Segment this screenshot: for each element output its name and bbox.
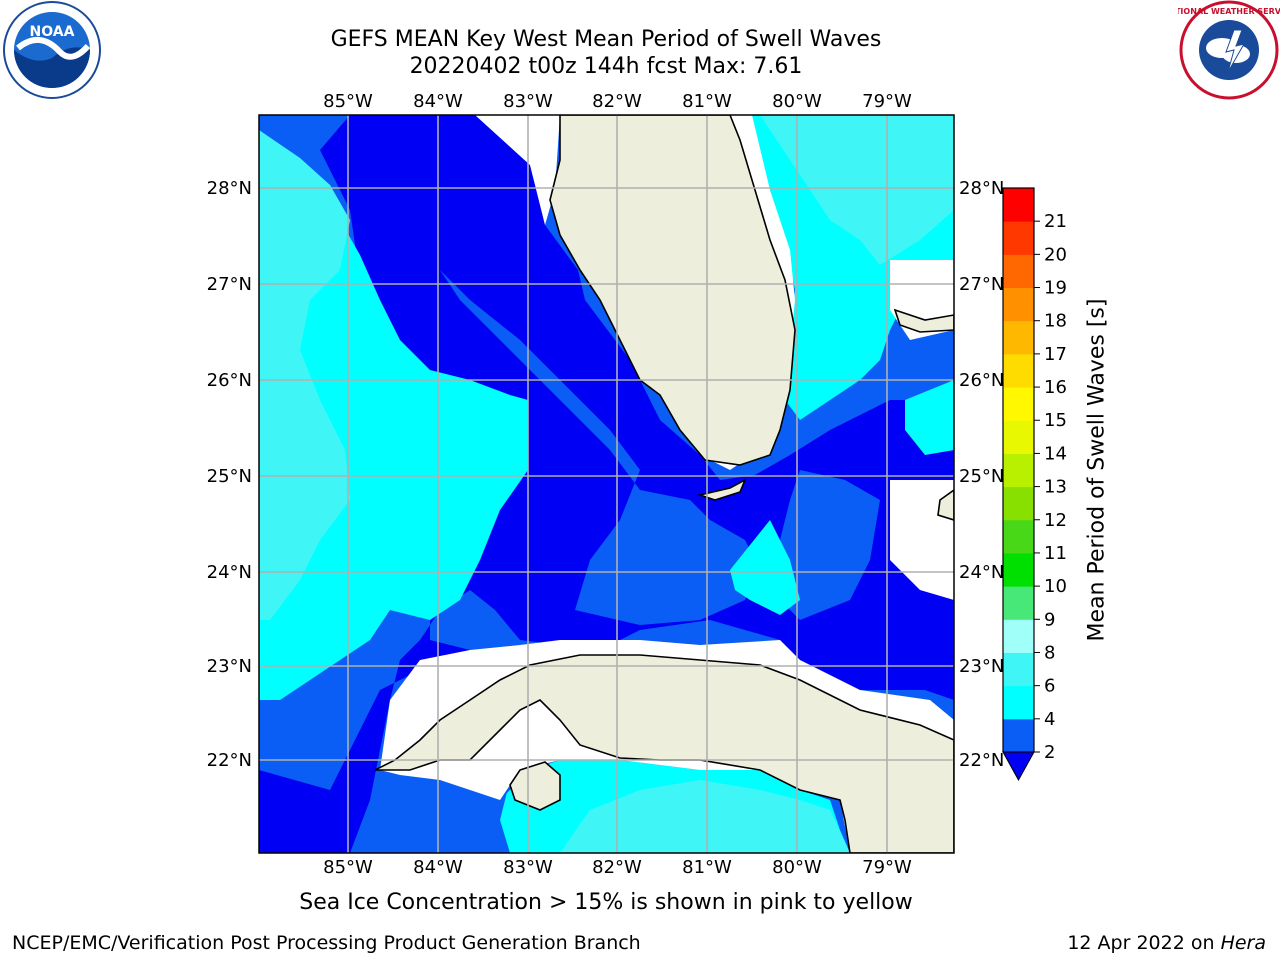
colorbar-segment bbox=[1003, 420, 1034, 454]
colorbar-tick-label: 6 bbox=[1044, 676, 1055, 697]
lat-tick-label: 26°N bbox=[959, 370, 1004, 391]
map-title-line2: 20220402 t00z 144h fcst Max: 7.61 bbox=[409, 54, 803, 79]
footer-date: 12 Apr 2022 on Hera bbox=[1067, 932, 1266, 954]
lon-tick-label: 82°W bbox=[592, 91, 642, 112]
colorbar-segment bbox=[1003, 652, 1034, 687]
no-data-region bbox=[475, 115, 560, 225]
lon-tick-label: 83°W bbox=[503, 91, 553, 112]
map-subtitle: Sea Ice Concentration > 15% is shown in … bbox=[299, 890, 913, 915]
lat-tick-label: 22°N bbox=[207, 750, 252, 771]
colorbar-segment bbox=[1003, 552, 1034, 587]
colorbar-segment bbox=[1003, 453, 1034, 488]
colorbar-segment bbox=[1003, 685, 1034, 720]
colorbar-tick-label: 2 bbox=[1044, 742, 1055, 763]
lat-tick-label: 27°N bbox=[207, 274, 252, 295]
colorbar-segment bbox=[1003, 254, 1034, 289]
lat-tick-label: 27°N bbox=[959, 274, 1004, 295]
lat-tick-label: 28°N bbox=[207, 178, 252, 199]
lon-tick-label: 82°W bbox=[592, 857, 642, 878]
colorbar-tick-label: 10 bbox=[1044, 576, 1067, 597]
colorbar-segment bbox=[1003, 287, 1034, 322]
colorbar-segment bbox=[1003, 221, 1034, 255]
lon-tick-label: 83°W bbox=[503, 857, 553, 878]
field-region-mid bbox=[730, 520, 800, 615]
colorbar-tick-label: 18 bbox=[1044, 311, 1067, 332]
colorbar-label: Mean Period of Swell Waves [s] bbox=[1084, 298, 1110, 642]
isla-de-la-juventud bbox=[509, 761, 561, 811]
noaa-logo: NOAA bbox=[3, 1, 101, 99]
colorbar-tick-label: 20 bbox=[1044, 244, 1067, 265]
noaa-logo-text: NOAA bbox=[30, 24, 75, 40]
colorbar-tick-label: 15 bbox=[1044, 410, 1067, 431]
florida-keys bbox=[697, 478, 747, 501]
colorbar-segment bbox=[1003, 519, 1034, 554]
colorbar-segment bbox=[1003, 387, 1034, 421]
colorbar-under-arrow bbox=[1002, 751, 1035, 782]
nws-logo: NATIONAL WEATHER SERVICE bbox=[1178, 0, 1280, 100]
field-region-low bbox=[380, 770, 510, 853]
lon-tick-label: 80°W bbox=[772, 91, 822, 112]
colorbar-tick-label: 21 bbox=[1044, 211, 1067, 232]
lon-tick-label: 79°W bbox=[862, 91, 912, 112]
colorbar-tick-label: 11 bbox=[1044, 543, 1067, 564]
lon-tick-label: 84°W bbox=[413, 857, 463, 878]
footer-date-text: 12 Apr 2022 on bbox=[1067, 932, 1221, 954]
lat-tick-label: 25°N bbox=[959, 466, 1004, 487]
field-region-high bbox=[760, 115, 954, 265]
field-region-high bbox=[259, 130, 350, 620]
colorbar-segment bbox=[1003, 320, 1034, 355]
axis-tick-labels: 85°W 85°W 84°W 84°W 83°W 83°W 82°W 82°W 81°W 81°W… bbox=[207, 91, 1005, 878]
lon-tick-label: 81°W bbox=[682, 91, 732, 112]
colorbar-tick-label: 13 bbox=[1044, 477, 1067, 498]
lon-tick-label: 80°W bbox=[772, 857, 822, 878]
colorbar-segment bbox=[1003, 718, 1034, 753]
lat-tick-label: 23°N bbox=[207, 656, 252, 677]
colorbar-segment bbox=[1003, 586, 1034, 620]
colorbar-tick-label: 12 bbox=[1044, 510, 1067, 531]
lon-tick-label: 84°W bbox=[413, 91, 463, 112]
map-title-line1: GEFS MEAN Key West Mean Period of Swell … bbox=[330, 27, 882, 52]
graticule bbox=[259, 115, 954, 853]
lat-tick-label: 26°N bbox=[207, 370, 252, 391]
colorbar-tick-label: 14 bbox=[1044, 443, 1067, 464]
footer-credit: NCEP/EMC/Verification Post Processing Pr… bbox=[12, 932, 641, 954]
cuba-landmass bbox=[374, 654, 954, 853]
bahamas-islands bbox=[937, 489, 954, 521]
lat-tick-label: 28°N bbox=[959, 178, 1004, 199]
colorbar-tick-label: 4 bbox=[1044, 709, 1055, 730]
field-region-very_low bbox=[259, 115, 954, 853]
footer-host: Hera bbox=[1220, 932, 1266, 954]
colorbar-segment bbox=[1003, 619, 1034, 653]
lon-tick-label: 85°W bbox=[323, 857, 373, 878]
map-panel bbox=[259, 115, 954, 853]
colorbar-tick-label: 19 bbox=[1044, 278, 1067, 299]
colorbar-tick-label: 17 bbox=[1044, 344, 1067, 365]
florida-landmass bbox=[549, 115, 796, 466]
field-region-mid bbox=[905, 380, 954, 455]
field-region-high bbox=[560, 780, 850, 853]
lon-tick-label: 79°W bbox=[862, 857, 912, 878]
nws-logo-text: NATIONAL WEATHER SERVICE bbox=[1178, 7, 1280, 16]
colorbar-segment bbox=[1003, 486, 1034, 521]
lon-tick-label: 81°W bbox=[682, 857, 732, 878]
map-frame bbox=[258, 114, 955, 854]
lat-tick-label: 25°N bbox=[207, 466, 252, 487]
lon-tick-label: 85°W bbox=[323, 91, 373, 112]
lat-tick-label: 22°N bbox=[959, 750, 1004, 771]
colorbar-tick-label: 9 bbox=[1044, 609, 1055, 630]
lat-tick-label: 24°N bbox=[959, 562, 1004, 583]
land-layer bbox=[374, 115, 954, 853]
field-region-low bbox=[440, 270, 760, 625]
colorbar-segment bbox=[1003, 353, 1034, 388]
colorbar-tick-label: 8 bbox=[1044, 642, 1055, 663]
lat-tick-label: 24°N bbox=[207, 562, 252, 583]
lat-tick-label: 23°N bbox=[959, 656, 1004, 677]
colorbar-frame bbox=[1002, 187, 1035, 753]
colorbar: 2 4 6 8 9 10 11 12 13 14 15 16 17 18 19 20 21 bbox=[1002, 187, 1067, 782]
colorbar-segment bbox=[1003, 188, 1034, 222]
bahamas-andros bbox=[893, 308, 954, 333]
colorbar-tick-label: 16 bbox=[1044, 377, 1067, 398]
